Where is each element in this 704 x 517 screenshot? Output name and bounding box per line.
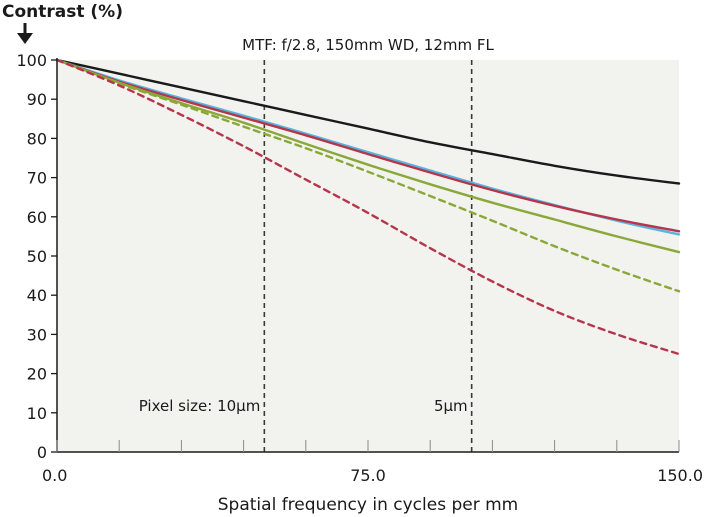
- y-tick-label-4: 40: [27, 286, 47, 305]
- y-tick-label-7: 70: [27, 169, 47, 188]
- x-tick-label-0: 0.0: [42, 466, 67, 485]
- plot-area: [57, 60, 679, 452]
- annotation-0: Pixel size: 10µm: [139, 397, 261, 415]
- y-tick-label-6: 60: [27, 208, 47, 227]
- series-line-4: [55, 58, 681, 293]
- x-tick-label-2: 150.0: [657, 466, 703, 485]
- y-tick-label-8: 80: [27, 129, 47, 148]
- plot-layer: 0 10 20 30 40 50 60 70 80 90 100 0.0 75.0 150.0 Pixel …: [16, 51, 703, 485]
- down-arrow-icon: [17, 23, 33, 44]
- y-tick-label-2: 20: [27, 365, 47, 384]
- y-tick-label-0: 0: [37, 443, 47, 462]
- series-line-5: [55, 58, 681, 356]
- y-tick-label-1: 10: [27, 404, 47, 423]
- x-tick-label-1: 75.0: [350, 466, 386, 485]
- annotation-1: 5µm: [434, 397, 468, 415]
- y-tick-label-5: 50: [27, 247, 47, 266]
- y-tick-label-9: 90: [27, 90, 47, 109]
- series-line-0: [55, 58, 681, 185]
- x-axis-label: Spatial frequency in cycles per mm: [218, 495, 518, 515]
- series-line-2: [55, 58, 681, 233]
- chart-title: MTF: f/2.8, 150mm WD, 12mm FL: [242, 36, 494, 54]
- y-tick-label-10: 100: [16, 51, 47, 70]
- y-axis-label: Contrast (%): [2, 2, 123, 22]
- y-tick-label-3: 30: [27, 325, 47, 344]
